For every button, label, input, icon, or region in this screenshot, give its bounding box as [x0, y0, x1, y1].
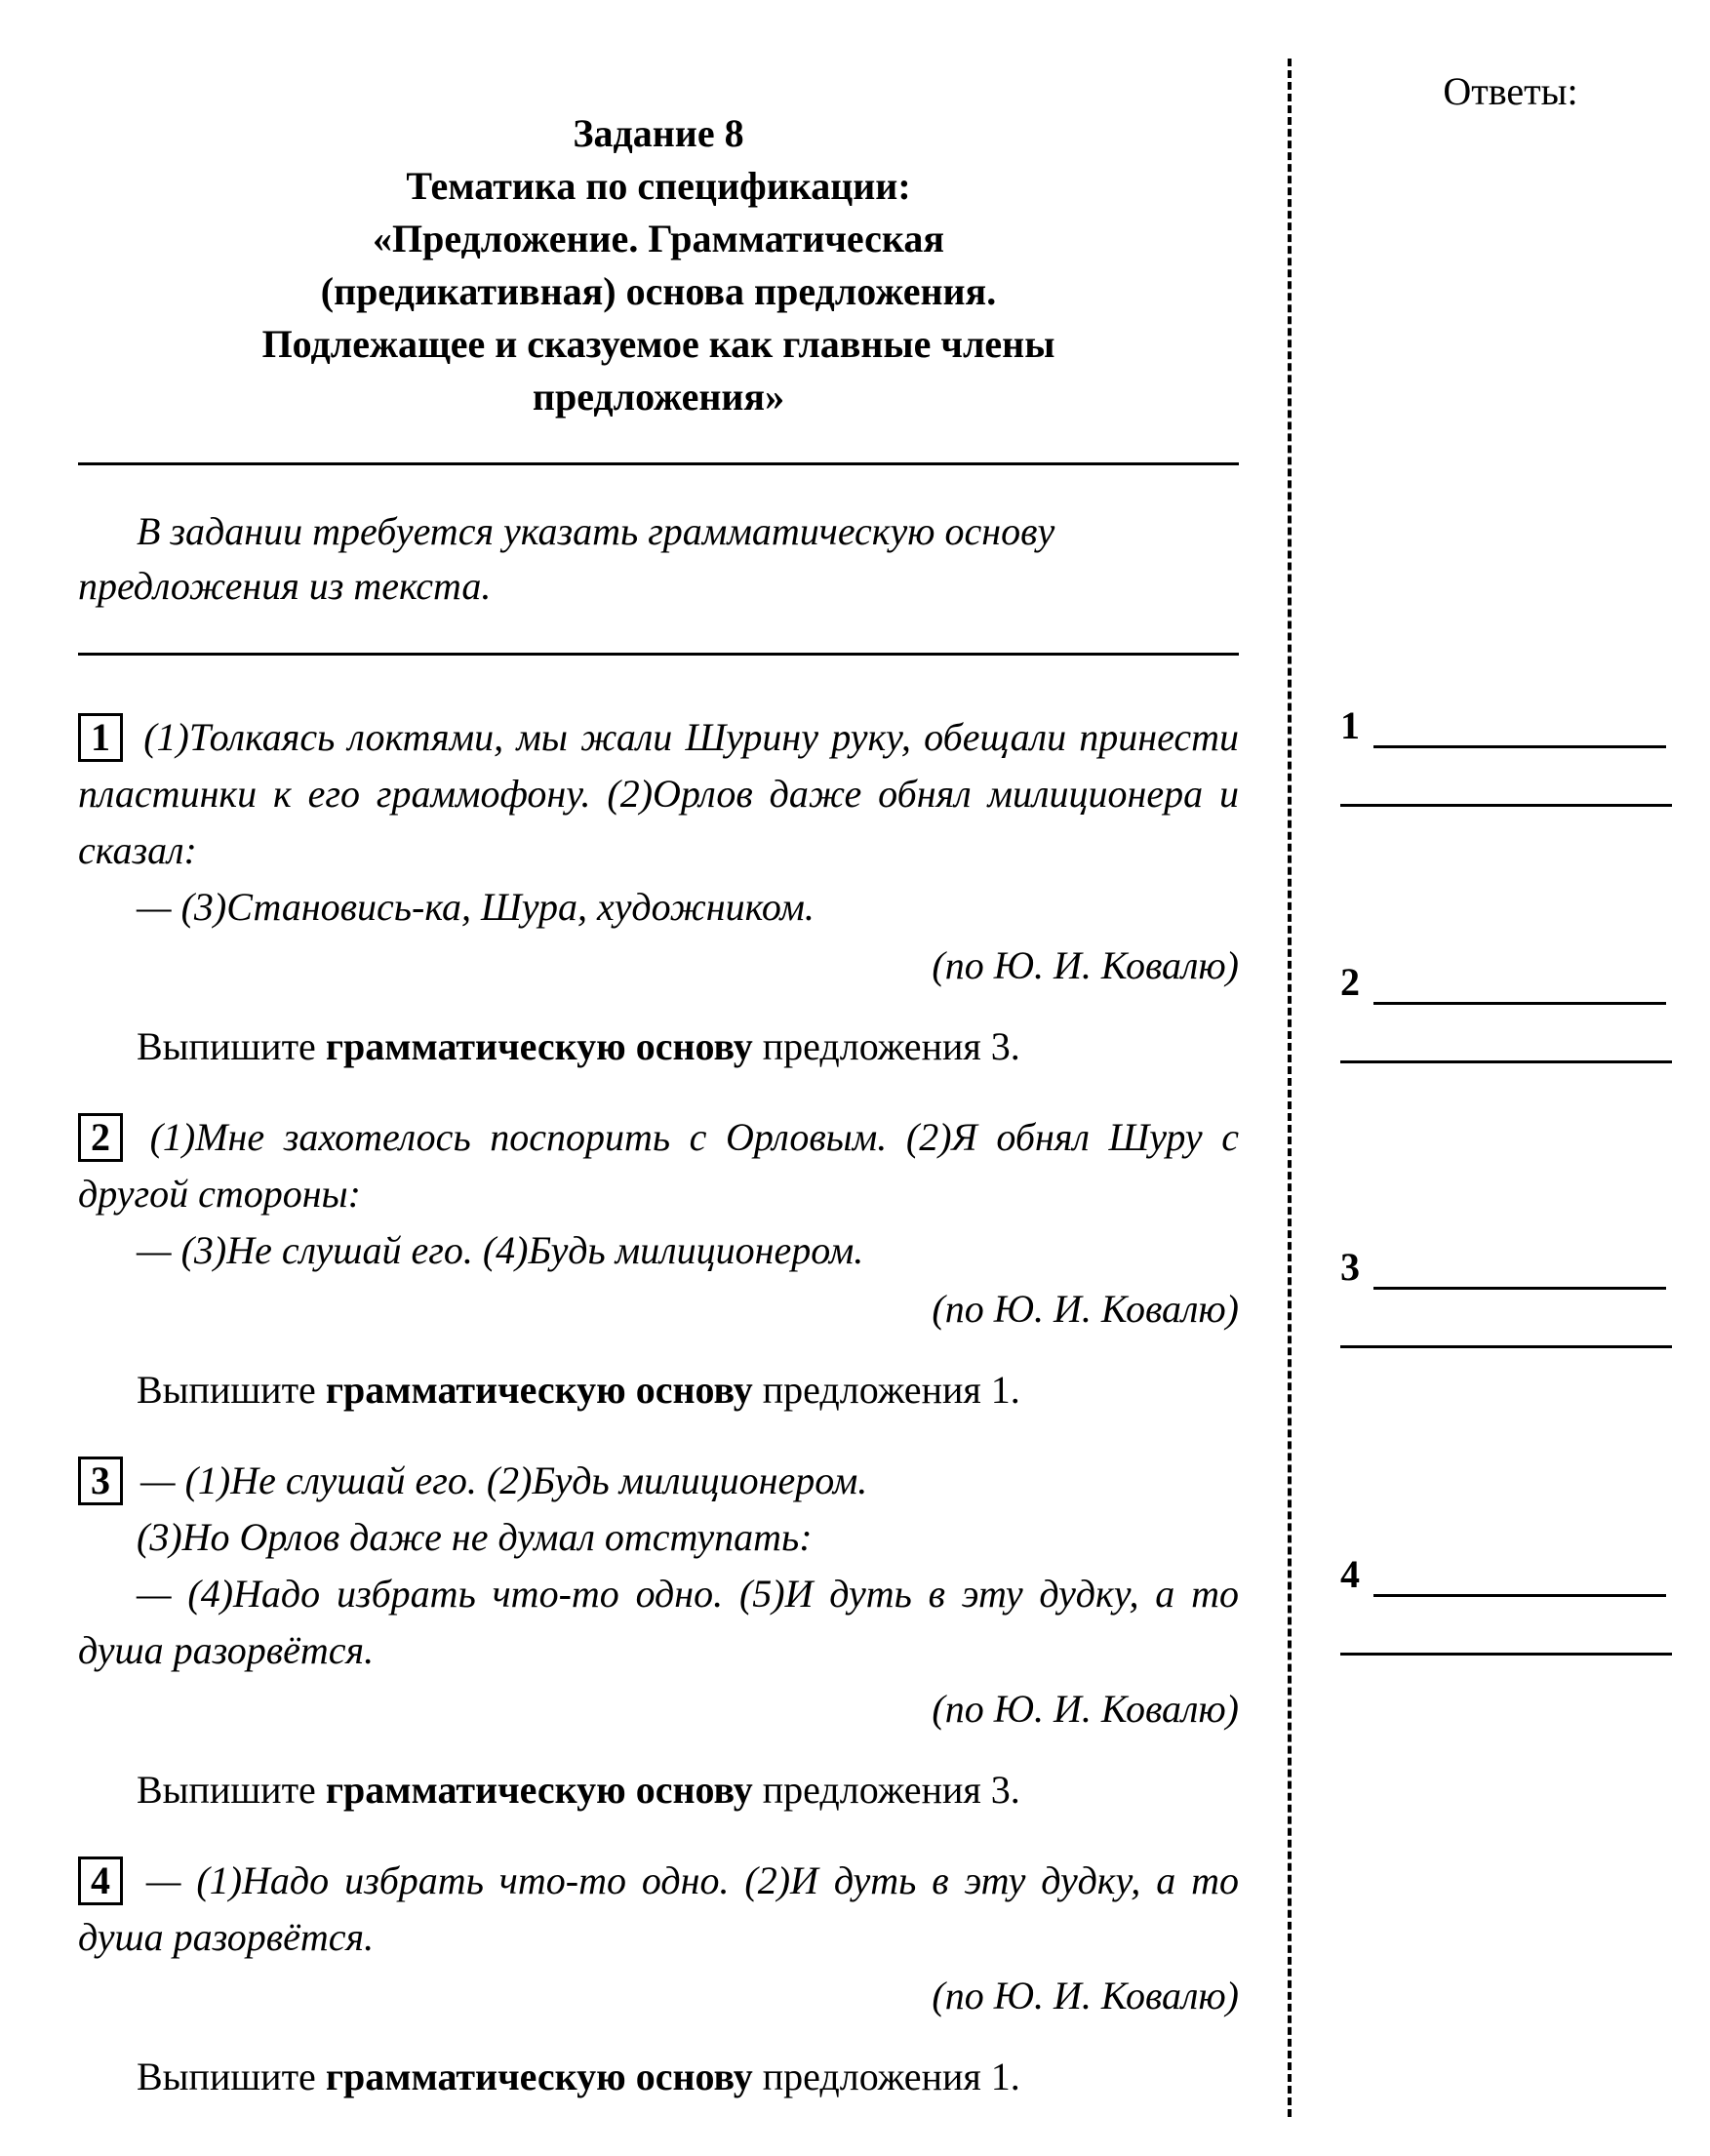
title-block: Задание 8 Тематика по спецификации: «Пре… [78, 107, 1239, 423]
answer-block-2: 2 [1340, 959, 1672, 1063]
task2-post: предложения 1. [753, 1368, 1020, 1412]
exercise-4: 4 — (1)Надо избрать что-то одно. (2)И ду… [78, 1853, 1239, 2105]
answer-line-4b[interactable] [1340, 1597, 1672, 1656]
page-container: Задание 8 Тематика по спецификации: «Пре… [0, 0, 1710, 2156]
exercise-1-task: Выпишите грамматическую основу предложен… [78, 1018, 1239, 1075]
exercise-2-attribution: (по Ю. И. Ковалю) [78, 1281, 1239, 1338]
title-line4: (предикативная) основа предложения. [78, 265, 1239, 318]
answer-line-2a[interactable] [1373, 976, 1666, 1005]
answer-line-1a[interactable] [1373, 719, 1666, 748]
answer-column: Ответы: 1 2 3 4 [1292, 39, 1710, 2117]
answer-line-3a[interactable] [1373, 1260, 1666, 1290]
rule-bottom [78, 653, 1239, 656]
title-line5: Подлежащее и сказуемое как главные члены [78, 318, 1239, 371]
task2-pre: Выпишите [137, 1368, 326, 1412]
exercise-3-attribution: (по Ю. И. Ковалю) [78, 1681, 1239, 1737]
exercise-3-line2: (3)Но Орлов даже не думал отступать: [78, 1509, 1239, 1566]
title-line1: Задание 8 [78, 107, 1239, 160]
exercise-1: 1 (1)Толкаясь локтями, мы жали Шурину ру… [78, 709, 1239, 1075]
task3-pre: Выпишите [137, 1768, 326, 1812]
exercise-3-line1: — (1)Не слушай его. (2)Будь милиционером… [140, 1458, 867, 1502]
task1-post: предложения 3. [753, 1024, 1020, 1068]
exercise-3-task: Выпишите грамматическую основу предложен… [78, 1762, 1239, 1818]
rule-top [78, 462, 1239, 465]
task2-bold: грамматическую основу [326, 1368, 753, 1412]
task4-pre: Выпишите [137, 2055, 326, 2098]
exercise-num-3: 3 [78, 1457, 123, 1505]
task4-bold: грамматическую основу [326, 2055, 753, 2098]
exercise-3-body: 3 — (1)Не слушай его. (2)Будь милиционер… [78, 1453, 1239, 1509]
exercise-4-attribution: (по Ю. И. Ковалю) [78, 1968, 1239, 2024]
answer-block-4: 4 [1340, 1551, 1672, 1656]
instruction-text: В задании требуется указать грамматическ… [78, 504, 1239, 614]
exercise-1-text: (1)Толкаясь локтями, мы жали Шурину руку… [78, 715, 1239, 872]
exercise-2-body: 2 (1)Мне захотелось поспорить с Орловым.… [78, 1109, 1239, 1222]
answers-heading: Ответы: [1340, 68, 1681, 114]
exercise-2-task: Выпишите грамматическую основу предложен… [78, 1362, 1239, 1418]
exercise-1-dialogue: — (3)Становись-ка, Шура, художником. [78, 879, 1239, 936]
exercise-3-dialogue: — (4)Надо избрать что-то одно. (5)И дуть… [78, 1566, 1239, 1679]
main-column: Задание 8 Тематика по спецификации: «Пре… [78, 39, 1288, 2117]
exercise-4-body: 4 — (1)Надо избрать что-то одно. (2)И ду… [78, 1853, 1239, 1966]
exercise-num-2: 2 [78, 1113, 123, 1162]
task4-post: предложения 1. [753, 2055, 1020, 2098]
answer-label-4: 4 [1340, 1551, 1360, 1597]
exercise-num-1: 1 [78, 713, 123, 762]
task1-pre: Выпишите [137, 1024, 326, 1068]
task1-bold: грамматическую основу [326, 1024, 753, 1068]
exercise-4-text: — (1)Надо избрать что-то одно. (2)И дуть… [78, 1858, 1239, 1959]
exercise-3: 3 — (1)Не слушай его. (2)Будь милиционер… [78, 1453, 1239, 1818]
exercise-num-4: 4 [78, 1857, 123, 1905]
answer-block-3: 3 [1340, 1244, 1672, 1348]
answer-label-2: 2 [1340, 959, 1360, 1005]
answer-block-1: 1 [1340, 702, 1672, 807]
title-line3: «Предложение. Грамматическая [78, 213, 1239, 265]
task3-post: предложения 3. [753, 1768, 1020, 1812]
exercise-2: 2 (1)Мне захотелось поспорить с Орловым.… [78, 1109, 1239, 1418]
answer-line-1b[interactable] [1340, 748, 1672, 807]
answer-line-3b[interactable] [1340, 1290, 1672, 1348]
exercise-2-text: (1)Мне захотелось поспорить с Орловым. (… [78, 1115, 1239, 1216]
exercise-1-attribution: (по Ю. И. Ковалю) [78, 938, 1239, 994]
exercise-4-task: Выпишите грамматическую основу предложен… [78, 2049, 1239, 2105]
answer-label-1: 1 [1340, 702, 1360, 748]
exercise-2-dialogue: — (3)Не слушай его. (4)Будь милиционером… [78, 1222, 1239, 1279]
answer-line-2b[interactable] [1340, 1005, 1672, 1063]
task3-bold: грамматическую основу [326, 1768, 753, 1812]
title-line2: Тематика по спецификации: [78, 160, 1239, 213]
answer-line-4a[interactable] [1373, 1568, 1666, 1597]
answer-label-3: 3 [1340, 1244, 1360, 1290]
title-line6: предложения» [78, 371, 1239, 423]
exercise-1-body: 1 (1)Толкаясь локтями, мы жали Шурину ру… [78, 709, 1239, 879]
